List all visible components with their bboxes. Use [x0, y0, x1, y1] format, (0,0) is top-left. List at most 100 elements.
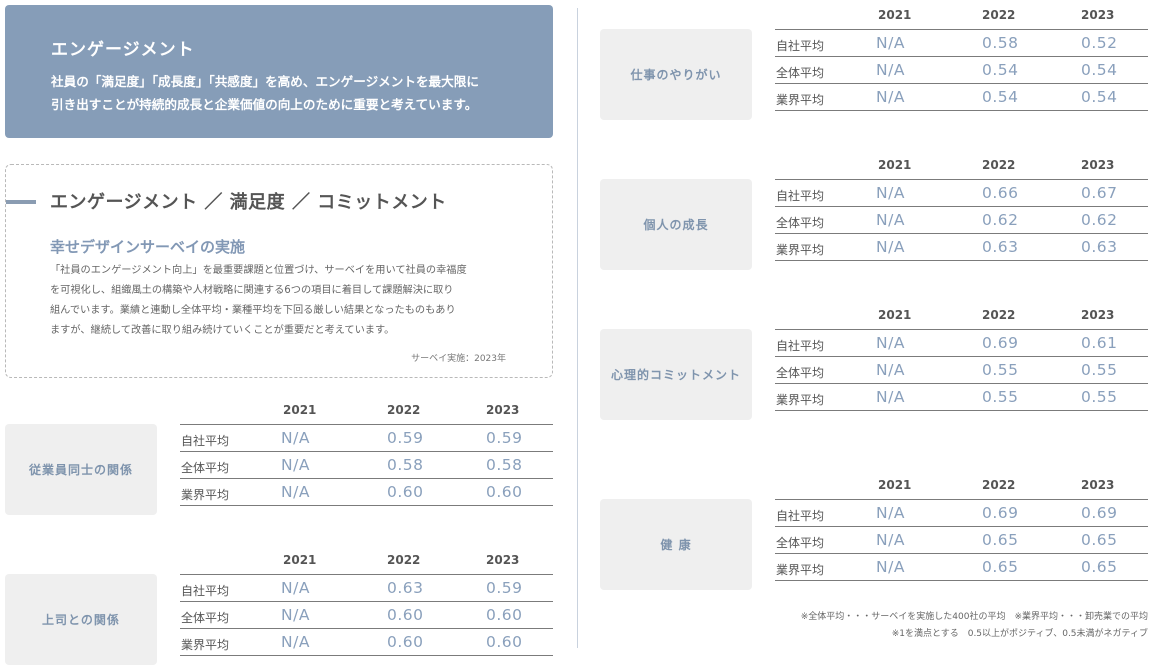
row-label: 自社平均 [776, 39, 825, 53]
row-label: 全体平均 [776, 536, 825, 550]
category-label: 上司との関係 [5, 574, 157, 665]
score-value: 0.67 [1081, 184, 1118, 202]
score-value: 0.59 [486, 429, 523, 447]
section-heading: エンゲージメント ／ 満足度 ／ コミットメント [50, 192, 447, 213]
score-value: N/A [876, 184, 905, 202]
score-row: 自社平均 N/A 0.63 0.59 [180, 575, 553, 602]
hero-text-line-1: 社員の「満足度」「成長度」「共感度」を高め、エンゲージメントを最大限に [51, 74, 479, 89]
year-header: 2022 [982, 158, 1016, 172]
description-line: を可視化し、組織風土の構築や人材戦略に関連する6つの項目に着目して課題解決に取り [50, 285, 454, 296]
category-block: 健 康 2021 2022 2023 自社平均 N/A 0.69 0.69 全体平均 N/A 0.6… [600, 474, 1148, 594]
year-header-row: 2021 2022 2023 [180, 549, 553, 575]
score-value: 0.60 [486, 606, 523, 624]
score-value: 0.54 [982, 61, 1019, 79]
year-header-row: 2021 2022 2023 [775, 154, 1148, 180]
column-divider [577, 8, 578, 648]
score-value: N/A [876, 361, 905, 379]
footnote-averages: ※全体平均・・・サーベイを実施した400社の平均 ※業界平均・・・卸売業での平均 [800, 612, 1148, 622]
score-value: 0.63 [982, 238, 1019, 256]
year-header: 2023 [1081, 478, 1115, 492]
score-value: 0.65 [1081, 531, 1118, 549]
score-row: 業界平均 N/A 0.63 0.63 [775, 234, 1148, 261]
category-block: 心理的コミットメント 2021 2022 2023 自社平均 N/A 0.69 0.61 全体平… [600, 304, 1148, 424]
score-value: 0.58 [982, 34, 1019, 52]
score-row: 業界平均 N/A 0.54 0.54 [775, 84, 1148, 111]
score-row: 全体平均 N/A 0.58 0.58 [180, 452, 553, 479]
score-value: 0.63 [1081, 238, 1118, 256]
category-block: 仕事のやりがい 2021 2022 2023 自社平均 N/A 0.58 0.52 全体平均 N/… [600, 4, 1148, 124]
score-row: 全体平均 N/A 0.55 0.55 [775, 357, 1148, 384]
score-value: N/A [281, 483, 310, 501]
score-value: 0.61 [1081, 334, 1118, 352]
hero-title: エンゲージメント [51, 40, 195, 60]
score-value: 0.60 [486, 483, 523, 501]
score-value: 0.55 [982, 361, 1019, 379]
year-header: 2021 [283, 553, 317, 567]
score-value: 0.59 [486, 579, 523, 597]
year-header: 2021 [283, 403, 317, 417]
row-label: 業界平均 [776, 93, 825, 107]
score-value: N/A [876, 61, 905, 79]
score-value: N/A [876, 238, 905, 256]
description-line: ますが、継続して改善に取り組み続けていくことが重要だと考えています。 [50, 325, 395, 336]
year-header: 2023 [486, 403, 520, 417]
year-header: 2022 [387, 553, 421, 567]
year-header-row: 2021 2022 2023 [775, 474, 1148, 500]
score-value: 0.55 [1081, 361, 1118, 379]
score-value: 0.55 [1081, 388, 1118, 406]
score-value: N/A [876, 504, 905, 522]
score-value: 0.62 [1081, 211, 1118, 229]
score-value: N/A [876, 531, 905, 549]
year-header-row: 2021 2022 2023 [180, 399, 553, 425]
score-value: 0.54 [1081, 61, 1118, 79]
score-value: 0.54 [1081, 88, 1118, 106]
score-value: 0.60 [387, 606, 424, 624]
score-value: N/A [876, 558, 905, 576]
year-header: 2023 [1081, 308, 1115, 322]
score-value: 0.63 [387, 579, 424, 597]
score-value: N/A [281, 606, 310, 624]
description-line: 組んでいます。業績と連動し全体平均・業種平均を下回る厳しい結果となったものもあり [50, 305, 456, 316]
year-header: 2023 [1081, 158, 1115, 172]
score-value: 0.65 [1081, 558, 1118, 576]
score-value: N/A [281, 579, 310, 597]
score-value: 0.54 [982, 88, 1019, 106]
survey-description-panel: エンゲージメント ／ 満足度 ／ コミットメント 幸せデザインサーベイの実施 「… [5, 164, 553, 378]
score-value: 0.69 [982, 504, 1019, 522]
hero-text-line-2: 引き出すことが持続的成長と企業価値の向上のために重要と考えています。 [51, 97, 478, 112]
score-row: 全体平均 N/A 0.62 0.62 [775, 207, 1148, 234]
score-row: 業界平均 N/A 0.55 0.55 [775, 384, 1148, 411]
score-value: 0.60 [387, 483, 424, 501]
year-header: 2023 [486, 553, 520, 567]
year-header-row: 2021 2022 2023 [775, 304, 1148, 330]
category-block: 上司との関係 2021 2022 2023 自社平均 N/A 0.63 0.59 全体平均 N/A… [5, 549, 553, 669]
score-value: 0.58 [486, 456, 523, 474]
score-table: 2021 2022 2023 自社平均 N/A 0.63 0.59 全体平均 N/A 0.60 0.… [180, 549, 553, 656]
row-label: 自社平均 [776, 189, 825, 203]
category-label: 健 康 [600, 499, 752, 590]
row-label: 業界平均 [181, 488, 230, 502]
score-value: N/A [876, 88, 905, 106]
score-row: 自社平均 N/A 0.58 0.52 [775, 30, 1148, 57]
score-row: 自社平均 N/A 0.69 0.61 [775, 330, 1148, 357]
score-value: 0.55 [982, 388, 1019, 406]
year-header: 2022 [982, 8, 1016, 22]
year-header: 2023 [1081, 8, 1115, 22]
score-table: 2021 2022 2023 自社平均 N/A 0.69 0.69 全体平均 N/A 0.65 0.… [775, 474, 1148, 581]
year-header: 2021 [878, 8, 912, 22]
row-label: 全体平均 [776, 66, 825, 80]
score-row: 自社平均 N/A 0.66 0.67 [775, 180, 1148, 207]
score-row: 業界平均 N/A 0.65 0.65 [775, 554, 1148, 581]
score-value: 0.69 [982, 334, 1019, 352]
score-value: 0.69 [1081, 504, 1118, 522]
score-value: 0.65 [982, 531, 1019, 549]
score-row: 全体平均 N/A 0.54 0.54 [775, 57, 1148, 84]
category-label: 心理的コミットメント [600, 329, 752, 420]
score-value: N/A [281, 429, 310, 447]
score-table: 2021 2022 2023 自社平均 N/A 0.66 0.67 全体平均 N/A 0.62 0.… [775, 154, 1148, 261]
score-value: N/A [281, 456, 310, 474]
row-label: 自社平均 [776, 339, 825, 353]
row-label: 全体平均 [776, 216, 825, 230]
score-row: 業界平均 N/A 0.60 0.60 [180, 479, 553, 506]
footnote-scale: ※1を満点とする 0.5以上がポジティブ、0.5未満がネガティブ [891, 629, 1148, 639]
